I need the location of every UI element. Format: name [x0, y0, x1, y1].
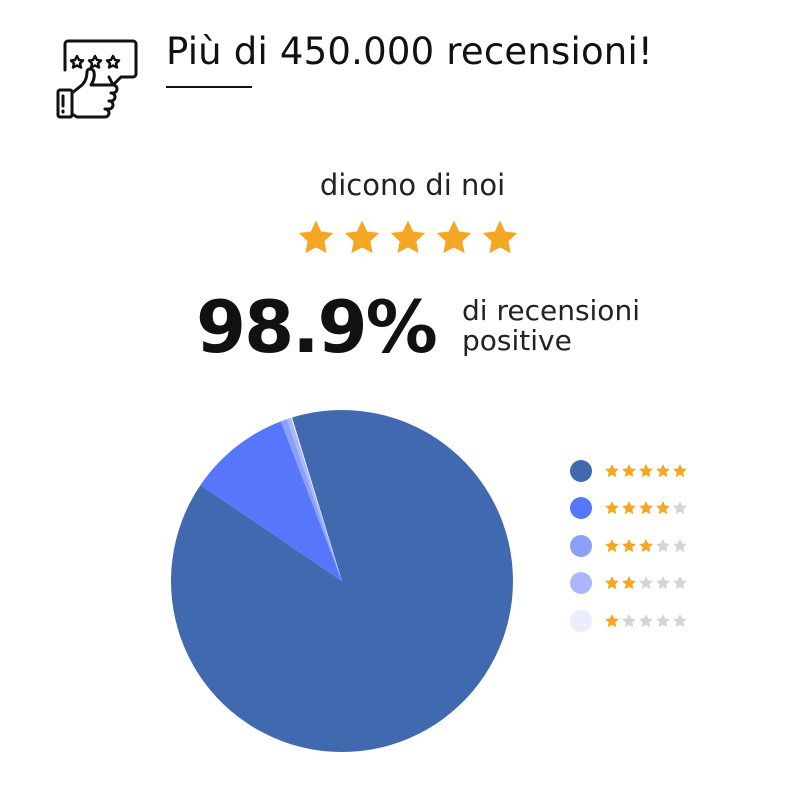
- chart-legend: [570, 452, 688, 640]
- star-filled-icon: [622, 463, 636, 477]
- star-filled-icon: [605, 613, 619, 627]
- star-icon: [482, 220, 518, 254]
- star-empty-icon: [673, 613, 687, 627]
- pie-slice-3-stars[interactable]: [280, 419, 342, 581]
- star-empty-icon: [673, 538, 687, 552]
- star-icon: [390, 220, 426, 254]
- star-filled-icon: [639, 501, 653, 515]
- legend-item-5-stars[interactable]: [570, 452, 688, 490]
- legend-stars: [604, 613, 688, 629]
- legend-stars: [604, 575, 688, 591]
- legend-swatch: [570, 609, 592, 632]
- subtitle: dicono di noi: [319, 168, 506, 202]
- star-filled-icon: [673, 463, 687, 477]
- star-empty-icon: [639, 576, 653, 590]
- five-star-rating: [296, 218, 520, 258]
- star-filled-icon: [605, 576, 619, 590]
- star-icon: [344, 220, 380, 254]
- legend-item-2-stars[interactable]: [570, 565, 688, 603]
- star-empty-icon: [673, 576, 687, 590]
- pie-slice-4-stars[interactable]: [200, 421, 342, 581]
- star-empty-icon: [673, 501, 687, 515]
- legend-swatch: [570, 497, 592, 520]
- pie-slice-1-stars[interactable]: [290, 417, 342, 581]
- legend-stars: [604, 500, 688, 516]
- legend-stars: [604, 463, 688, 479]
- review-thumbs-up-icon: [56, 39, 138, 119]
- ratings-pie-chart: [171, 410, 513, 752]
- star-empty-icon: [656, 576, 670, 590]
- star-icon: [436, 220, 472, 254]
- star-empty-icon: [656, 538, 670, 552]
- star-empty-icon: [639, 613, 653, 627]
- star-filled-icon: [622, 576, 636, 590]
- star-empty-icon: [622, 613, 636, 627]
- legend-stars: [604, 538, 688, 554]
- star-empty-icon: [656, 613, 670, 627]
- positive-label: di recensioni positive: [462, 296, 640, 356]
- star-filled-icon: [656, 501, 670, 515]
- star-filled-icon: [656, 463, 670, 477]
- legend-item-3-stars[interactable]: [570, 527, 688, 565]
- star-filled-icon: [622, 538, 636, 552]
- legend-swatch: [570, 572, 592, 595]
- star-filled-icon: [639, 463, 653, 477]
- positive-label-line2: positive: [462, 324, 572, 357]
- legend-swatch: [570, 534, 592, 557]
- star-filled-icon: [622, 501, 636, 515]
- pie-slice-2-stars[interactable]: [286, 417, 342, 581]
- star-filled-icon: [605, 501, 619, 515]
- star-filled-icon: [605, 463, 619, 477]
- legend-item-1-stars[interactable]: [570, 602, 688, 640]
- star-filled-icon: [639, 538, 653, 552]
- positive-percentage: 98.9%: [196, 285, 438, 369]
- headline: Più di 450.000 recensioni!: [166, 30, 653, 73]
- legend-item-4-stars[interactable]: [570, 490, 688, 528]
- legend-swatch: [570, 459, 592, 482]
- positive-label-line1: di recensioni: [462, 294, 640, 327]
- star-icon: [298, 220, 334, 254]
- star-filled-icon: [605, 538, 619, 552]
- headline-underline: [166, 86, 252, 88]
